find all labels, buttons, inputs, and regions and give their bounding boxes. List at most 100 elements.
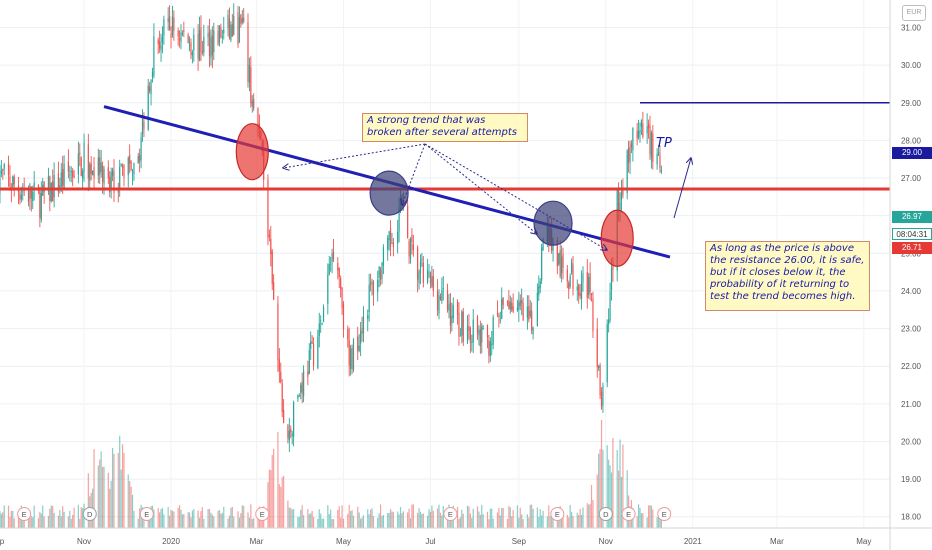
candle-body [451,315,453,324]
volume-bar [619,439,621,528]
volume-bar [238,517,241,528]
candle-body [491,343,493,345]
volume-bar [610,472,613,528]
volume-bar [576,512,578,528]
volume-bar [459,517,461,528]
volume-bar [181,514,184,528]
volume-bar [586,503,588,528]
candle-body [147,85,149,130]
price-tick-label: 20.00 [901,437,922,446]
candle-body [340,278,342,290]
candle-body [188,44,191,46]
time-axis[interactable]: Sep Nov 2020 Mar May Jul Sep Nov 2021 Mar May [0,527,932,546]
event-marker [443,507,458,521]
volume-bar [622,444,624,528]
candle-body [432,276,434,291]
volume-bar [201,507,203,528]
volume-bar [481,504,483,528]
candle-body [322,307,325,323]
resistance-note[interactable]: As long as the price is above the resist… [705,241,870,311]
volume-bar [580,514,583,528]
volume-bar [63,511,65,528]
volume-bar [647,505,650,528]
candle-body [579,293,581,297]
volume-bar [208,509,211,528]
candle-body [9,176,11,187]
price-axis-background [890,0,932,550]
event-marker-label: E [626,510,631,519]
volume-bar [302,515,305,528]
volume-bar [596,474,598,528]
volume-bar [402,511,404,528]
volume-bar [602,449,604,528]
volume-bar [300,509,302,528]
volume-bar [408,508,410,528]
volume-bar [562,516,564,528]
volume-bar [511,516,513,528]
candle-body [417,247,419,280]
volume-bar [213,516,215,528]
volume-bar [301,505,303,528]
event-marker [550,507,565,521]
candle-body [381,262,383,279]
candle-body [72,170,74,177]
volume-bar [10,510,12,528]
candle-body [630,143,633,148]
currency-button[interactable]: EUR [902,5,926,21]
trend-break-note[interactable]: A strong trend that was broken after sev… [362,113,528,142]
candle-body [110,172,112,190]
candle-body [516,307,519,311]
volume-bar [532,508,534,528]
volume-bar [578,515,580,528]
candle-body [87,144,89,179]
volume-bar [656,517,658,528]
volume-bar [101,466,104,528]
candle-body [27,190,30,203]
volume-bar [570,512,573,528]
volume-bar [472,508,474,528]
volume-bar [466,505,469,528]
candle-body [337,262,339,271]
candle-body [257,108,259,127]
candle-body [191,52,193,56]
volume-bar [218,510,221,528]
candle-body [518,302,520,310]
candle-body [412,244,414,251]
candle-body [121,166,124,168]
candle-body [639,129,641,133]
candle-body [431,276,433,287]
volume-bar [529,504,531,528]
candle-body [227,14,229,29]
volume-bar [100,451,102,528]
volume-bar [153,509,155,528]
volume-bar [429,511,432,528]
candle-body [178,38,181,41]
volume-bar [342,518,345,528]
time-tick-label: Nov [77,537,91,546]
candle-body [411,235,413,243]
candle-body [478,330,480,335]
candle-body [458,313,460,337]
volume-bar [541,515,543,528]
volume-bar [251,519,253,528]
candle-body [312,343,315,366]
volume-bar [347,513,349,528]
volume-bar [528,517,530,528]
volume-bar [371,508,373,528]
candle-body [271,251,273,284]
candle-body [171,16,174,36]
candle-body [622,187,624,196]
candle-body [482,328,484,329]
candle-body [347,328,349,340]
volume-bar [381,516,383,528]
candle-body [198,29,201,61]
candle-body [157,39,159,45]
candle-body [330,263,332,265]
candle-body [609,291,611,321]
candle-body [498,315,500,317]
price-axis[interactable]: 18.0019.0020.0021.0022.0023.0024.0025.00… [889,0,932,550]
candle-body [63,163,65,188]
candle-body [610,268,613,291]
